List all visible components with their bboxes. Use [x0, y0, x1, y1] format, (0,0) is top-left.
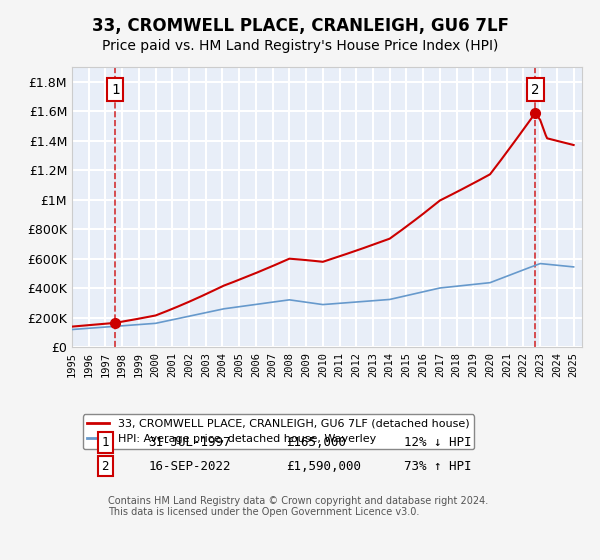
- Text: 1: 1: [101, 436, 109, 449]
- Text: 33, CROMWELL PLACE, CRANLEIGH, GU6 7LF: 33, CROMWELL PLACE, CRANLEIGH, GU6 7LF: [91, 17, 509, 35]
- Text: Contains HM Land Registry data © Crown copyright and database right 2024.
This d: Contains HM Land Registry data © Crown c…: [108, 496, 488, 517]
- Text: 1: 1: [111, 83, 119, 97]
- Text: £165,000: £165,000: [286, 436, 346, 449]
- Text: 2: 2: [531, 83, 539, 97]
- Text: 73% ↑ HPI: 73% ↑ HPI: [404, 460, 471, 473]
- Text: 31-JUL-1997: 31-JUL-1997: [149, 436, 231, 449]
- Text: 12% ↓ HPI: 12% ↓ HPI: [404, 436, 471, 449]
- Text: 16-SEP-2022: 16-SEP-2022: [149, 460, 231, 473]
- Text: Price paid vs. HM Land Registry's House Price Index (HPI): Price paid vs. HM Land Registry's House …: [102, 39, 498, 53]
- Legend: 33, CROMWELL PLACE, CRANLEIGH, GU6 7LF (detached house), HPI: Average price, det: 33, CROMWELL PLACE, CRANLEIGH, GU6 7LF (…: [83, 414, 474, 449]
- Text: £1,590,000: £1,590,000: [286, 460, 361, 473]
- Text: 2: 2: [101, 460, 109, 473]
